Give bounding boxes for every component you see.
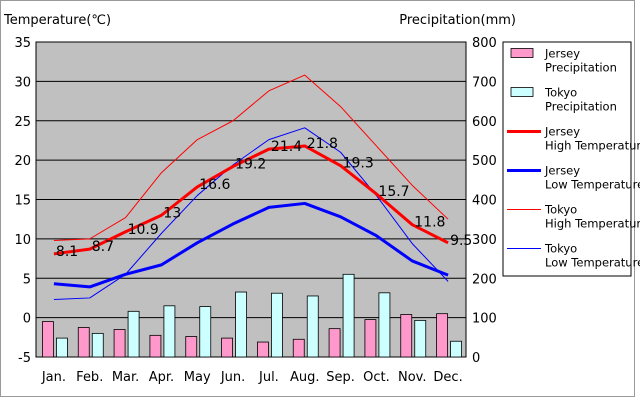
- x-tick-label: Jan.: [41, 370, 66, 385]
- data-label: 9.5: [450, 233, 472, 249]
- left-tick-label: 35: [14, 36, 31, 51]
- bar: [436, 313, 448, 358]
- left-tick-label: 10: [14, 233, 31, 248]
- right-tick-label: 500: [472, 154, 497, 169]
- x-tick-label: Apr.: [149, 370, 174, 385]
- bar: [400, 314, 413, 358]
- series-line: [53, 127, 449, 301]
- x-tick-label: Jul.: [258, 370, 279, 385]
- legend-label: High Temperature: [545, 139, 640, 153]
- data-label: 11.8: [414, 215, 445, 231]
- legend-label: Precipitation: [545, 100, 617, 114]
- legend-label: Jersey: [544, 47, 580, 61]
- bar: [306, 295, 319, 358]
- right-tick-label: 700: [472, 75, 497, 90]
- legend-label: Jersey: [544, 125, 580, 139]
- left-tick-label: 25: [14, 115, 31, 130]
- legend-label: Tokyo: [544, 86, 577, 100]
- left-tick-label: 15: [14, 194, 31, 209]
- left-tick-label: 30: [14, 75, 31, 90]
- data-label: 8.7: [92, 239, 114, 255]
- right-tick-label: 200: [472, 272, 497, 287]
- x-tick-label: Oct.: [363, 370, 390, 385]
- right-tick-label: 600: [472, 115, 497, 130]
- data-label: 16.6: [199, 177, 230, 193]
- x-tick-label: Jun.: [220, 370, 245, 385]
- legend-label: Jersey: [544, 164, 580, 178]
- bar: [127, 310, 140, 358]
- data-label: 19.3: [343, 156, 374, 172]
- bar: [342, 273, 355, 358]
- bar: [113, 329, 126, 358]
- data-label: 8.1: [56, 244, 78, 260]
- right-tick-label: 300: [472, 233, 497, 248]
- bar: [163, 305, 176, 358]
- legend-box: [502, 41, 632, 277]
- bar: [235, 291, 247, 358]
- left-tick-label: 5: [23, 272, 31, 287]
- x-tick-label: Aug.: [290, 370, 320, 385]
- series-line: [53, 201, 449, 289]
- bar: [91, 332, 104, 358]
- legend: JerseyPrecipitationTokyoPrecipitationJer…: [502, 41, 640, 277]
- right-tick-label: 100: [472, 312, 497, 327]
- bar: [77, 327, 90, 358]
- legend-label: Tokyo: [544, 203, 577, 217]
- bar: [414, 319, 427, 358]
- series-line: [53, 144, 449, 256]
- legend-label: Precipitation: [545, 61, 617, 75]
- bar: [221, 337, 233, 358]
- left-tick-label: 0: [23, 312, 31, 327]
- series-line: [53, 74, 449, 241]
- legend-label: Low Temperature: [545, 178, 640, 192]
- left-tick-label: 20: [14, 154, 31, 169]
- bar: [292, 338, 305, 358]
- legend-swatch: [510, 87, 534, 97]
- x-tick-label: Nov.: [398, 370, 427, 385]
- bar: [328, 328, 341, 358]
- data-label: 13: [163, 205, 181, 221]
- bar: [42, 321, 54, 358]
- x-tick-label: Mar.: [112, 370, 139, 385]
- bar: [56, 337, 68, 358]
- x-tick-label: Dec.: [433, 370, 462, 385]
- bar: [378, 292, 391, 358]
- data-label: 10.9: [128, 222, 159, 238]
- bar: [199, 306, 212, 358]
- legend-label: Tokyo: [544, 242, 577, 256]
- right-axis-title: Precipitation(mm): [399, 13, 516, 28]
- bar: [364, 319, 377, 358]
- bar: [149, 334, 162, 358]
- plot-area: -5 0 5 10 15 20 25 30 35 0 100 200 300 400 500 600 700 80…: [14, 36, 496, 385]
- bar: [271, 292, 283, 358]
- x-tick-label: Feb.: [76, 370, 103, 385]
- legend-swatch: [510, 48, 534, 58]
- legend-label: Low Temperature: [545, 256, 640, 270]
- right-tick-label: 400: [472, 194, 497, 209]
- bar: [185, 336, 198, 358]
- left-tick-label: -5: [18, 351, 31, 366]
- data-label: 21.8: [307, 136, 338, 152]
- x-tick-label: May: [184, 370, 211, 385]
- bar: [257, 341, 269, 358]
- left-axis-title: Temperature(℃): [3, 13, 111, 28]
- right-tick-label: 800: [472, 36, 497, 51]
- legend-label: High Temperature: [545, 217, 640, 231]
- right-tick-label: 0: [472, 351, 480, 366]
- x-tick-label: Sep.: [326, 370, 355, 385]
- data-label: 19.2: [235, 156, 266, 172]
- bar: [450, 340, 462, 358]
- data-label: 15.7: [378, 184, 409, 200]
- data-label: 21.4: [271, 139, 302, 155]
